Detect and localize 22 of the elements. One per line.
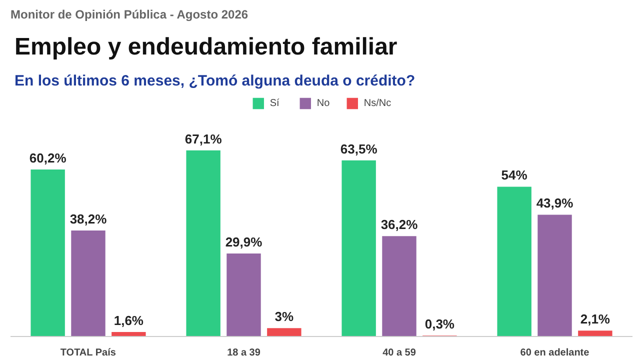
chart-title: Empleo y endeudamiento familiar: [14, 34, 398, 60]
data-label: 29,9%: [225, 234, 263, 250]
data-label: 36,2%: [380, 217, 418, 232]
data-label: 38,2%: [70, 212, 108, 227]
data-label: 54%: [501, 168, 528, 183]
data-label: 60,2%: [29, 150, 67, 166]
data-label: 2,1%: [580, 312, 610, 327]
data-label: 67,1%: [184, 131, 222, 146]
chart-subtitle: En los últimos 6 meses, ¿Tomó alguna deuda o crédito?: [14, 72, 416, 90]
data-label: 3%: [274, 309, 294, 324]
legend-label: No: [316, 98, 331, 108]
x-tick-label: 18 a 39: [227, 348, 261, 358]
text: Monitor de Opinión Pública - Agosto 2026: [10, 8, 248, 22]
data-label: 0,3%: [424, 316, 455, 332]
x-tick-label: 60 en adelante: [520, 348, 590, 358]
legend-label: Ns/Nc: [364, 98, 392, 108]
x-tick-label: TOTAL País: [60, 348, 116, 358]
legend-label: Sí: [270, 98, 280, 108]
data-label: 63,5%: [340, 141, 378, 156]
data-label: 43,9%: [536, 196, 574, 211]
x-tick-label: 40 a 59: [382, 348, 416, 358]
data-label: 1,6%: [114, 313, 144, 328]
